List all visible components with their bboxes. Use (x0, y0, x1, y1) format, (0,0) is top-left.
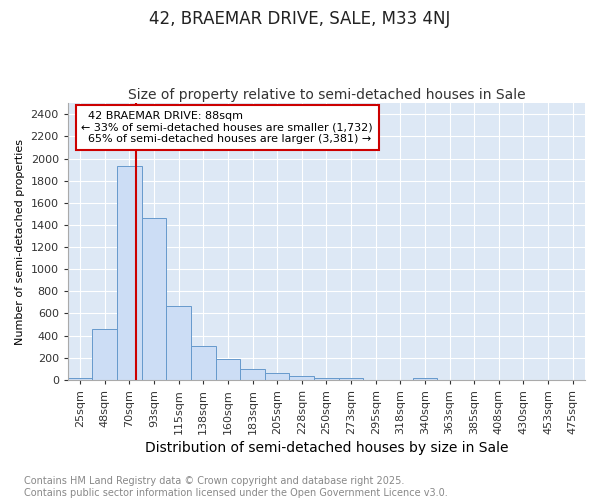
Bar (92, 329, 117, 380)
Bar (339, 378, 364, 380)
Bar (191, 346, 215, 380)
Bar (413, 378, 437, 380)
Bar (166, 306, 191, 380)
Bar (68, 378, 92, 380)
Text: Contains HM Land Registry data © Crown copyright and database right 2025.
Contai: Contains HM Land Registry data © Crown c… (24, 476, 448, 498)
Title: Size of property relative to semi-detached houses in Sale: Size of property relative to semi-detach… (128, 88, 525, 102)
Bar (117, 166, 142, 380)
Bar (215, 360, 240, 380)
Bar (289, 376, 314, 380)
Bar (142, 218, 166, 380)
Y-axis label: Number of semi-detached properties: Number of semi-detached properties (15, 138, 25, 344)
Text: 42, BRAEMAR DRIVE, SALE, M33 4NJ: 42, BRAEMAR DRIVE, SALE, M33 4NJ (149, 10, 451, 28)
Bar (240, 370, 265, 380)
Bar (314, 378, 339, 380)
X-axis label: Distribution of semi-detached houses by size in Sale: Distribution of semi-detached houses by … (145, 441, 508, 455)
Bar (265, 374, 289, 380)
Text: 42 BRAEMAR DRIVE: 88sqm
← 33% of semi-detached houses are smaller (1,732)
  65% : 42 BRAEMAR DRIVE: 88sqm ← 33% of semi-de… (82, 111, 373, 144)
